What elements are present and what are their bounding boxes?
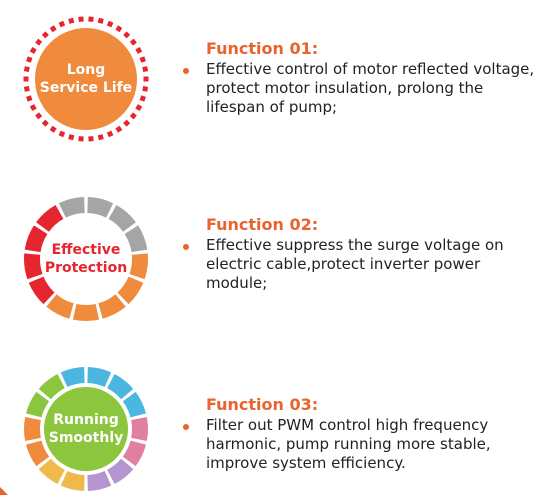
ring-segment [28, 276, 55, 305]
ring-segment [24, 253, 43, 280]
corner-accent [0, 487, 8, 495]
ring-dot [41, 31, 49, 39]
ring-segment [108, 204, 136, 232]
function-title: Function 01: [206, 39, 319, 58]
ring-dot [97, 17, 104, 24]
ring-dot [23, 66, 30, 73]
badge-label: Effective Protection [22, 195, 150, 323]
function-title: Function 02: [206, 215, 319, 234]
badge-disc [35, 28, 137, 130]
ring-segment [107, 373, 134, 400]
badge-ring-graphic [23, 16, 149, 142]
badge-running-smoothly: Running Smoothly [22, 365, 150, 493]
ring-dot [123, 119, 131, 127]
ring-segment [87, 367, 112, 387]
ring-dot [58, 20, 66, 28]
ring-segment [131, 417, 148, 441]
ring-segment [72, 303, 100, 322]
ring-dot [35, 112, 43, 120]
ring-dot [123, 31, 131, 39]
ring-segment [87, 471, 112, 491]
bullet-dot [183, 68, 189, 74]
badge-label-line-1: Effective [51, 242, 121, 258]
ring-dot [115, 25, 123, 33]
ring-segment [87, 197, 114, 218]
ring-dot [106, 130, 114, 138]
ring-segment [38, 373, 65, 400]
badge-disc [44, 217, 128, 301]
ring-segment [24, 225, 48, 253]
ring-dot [23, 76, 29, 82]
ring-dot [78, 136, 84, 142]
badge-disc [44, 387, 128, 471]
ring-dot [35, 38, 43, 46]
ring-segment [107, 458, 134, 485]
ring-segment [26, 391, 50, 418]
ring-segment [36, 204, 64, 232]
ring-dot [142, 85, 149, 92]
ring-segment [38, 458, 65, 485]
ring-dot [78, 16, 84, 22]
feature-running-smoothly: Running Smoothly Function 03: Filter out… [0, 352, 550, 502]
ring-dot [29, 47, 37, 54]
ring-segment [58, 197, 85, 218]
ring-segment [26, 440, 50, 467]
ring-dot [139, 56, 146, 63]
function-title: Function 03: [206, 395, 319, 414]
ring-dot [68, 134, 75, 141]
badge-label: Long Service Life [22, 15, 150, 143]
badge-label-line-1: Long [66, 62, 106, 78]
ring-dot [41, 119, 49, 127]
ring-dot [139, 95, 146, 102]
ring-dot [26, 56, 33, 63]
badge-label: Running Smoothly [22, 365, 150, 493]
ring-segment [60, 471, 85, 491]
ring-segment [24, 417, 41, 441]
ring-dot [49, 25, 57, 33]
badge-ring-graphic [24, 197, 148, 322]
badge-effective-protection: Effective Protection [22, 195, 150, 323]
ring-dot [23, 85, 30, 92]
ring-dot [135, 47, 143, 54]
ring-segment [129, 253, 148, 280]
badge-label-line-2: Protection [44, 260, 128, 276]
ring-dot [142, 66, 149, 73]
function-description: Effective control of motor reflected vol… [206, 60, 535, 116]
badge-ring-graphic [24, 367, 148, 491]
ring-dot [106, 20, 114, 28]
ring-dot [129, 112, 137, 120]
ring-dot [26, 95, 33, 102]
ring-dot [68, 17, 75, 24]
ring-dot [88, 136, 94, 142]
ring-dot [143, 76, 149, 82]
feature-long-service-life: Long Service Life Function 01: Effective… [0, 0, 550, 150]
ring-segment [122, 391, 146, 418]
function-description: Effective suppress the surge voltage on … [206, 236, 504, 292]
function-description: Filter out PWM control high frequency ha… [206, 416, 491, 472]
feature-effective-protection: Effective Protection Function 02: Effect… [0, 180, 550, 330]
ring-segment [117, 276, 144, 305]
ring-dot [88, 16, 94, 22]
badge-label-line-2: Smoothly [48, 430, 124, 446]
ring-dot [115, 125, 123, 133]
ring-dot [49, 125, 57, 133]
ring-dot [29, 104, 37, 111]
ring-dot [58, 130, 66, 138]
bullet-dot [183, 244, 189, 250]
ring-dot [135, 104, 143, 111]
ring-segment [98, 294, 126, 319]
ring-segment [60, 367, 85, 387]
badge-long-service-life: Long Service Life [22, 15, 150, 143]
ring-segment [124, 225, 148, 253]
ring-dot [129, 38, 137, 46]
ring-dot [97, 134, 104, 141]
ring-segment [46, 294, 74, 319]
badge-label-line-1: Running [53, 412, 119, 428]
bullet-dot [183, 424, 189, 430]
ring-segment [122, 440, 146, 467]
badge-label-line-2: Service Life [39, 80, 133, 96]
